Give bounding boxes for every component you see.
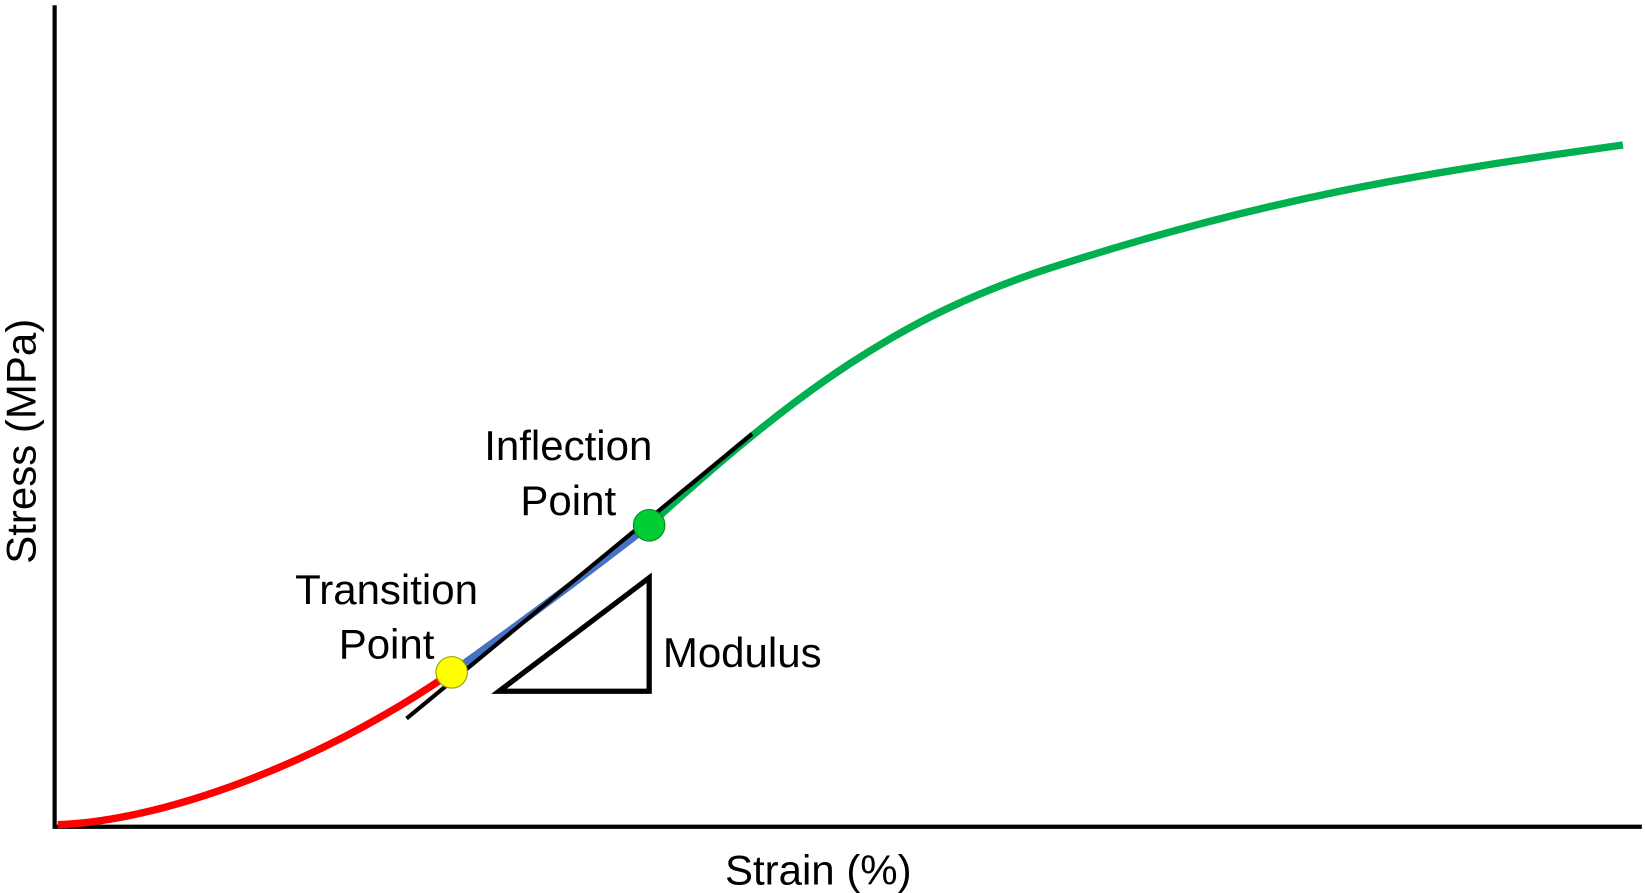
transition-point-marker [435,656,468,689]
annotation: Modulus [663,629,822,676]
annotation: Transition [295,566,478,613]
y-axis-label: Stress (MPa) [0,319,45,564]
inflection-point-marker [632,509,666,542]
annotation: Point [520,477,616,524]
annotation: Point [339,621,435,668]
axes [52,5,1642,829]
annotation: Inflection [484,422,652,469]
modulus-triangle [491,572,652,694]
toe-region-curve [57,669,454,829]
x-axis-label: Strain (%) [725,847,912,893]
yield-region-curve [646,141,1624,528]
